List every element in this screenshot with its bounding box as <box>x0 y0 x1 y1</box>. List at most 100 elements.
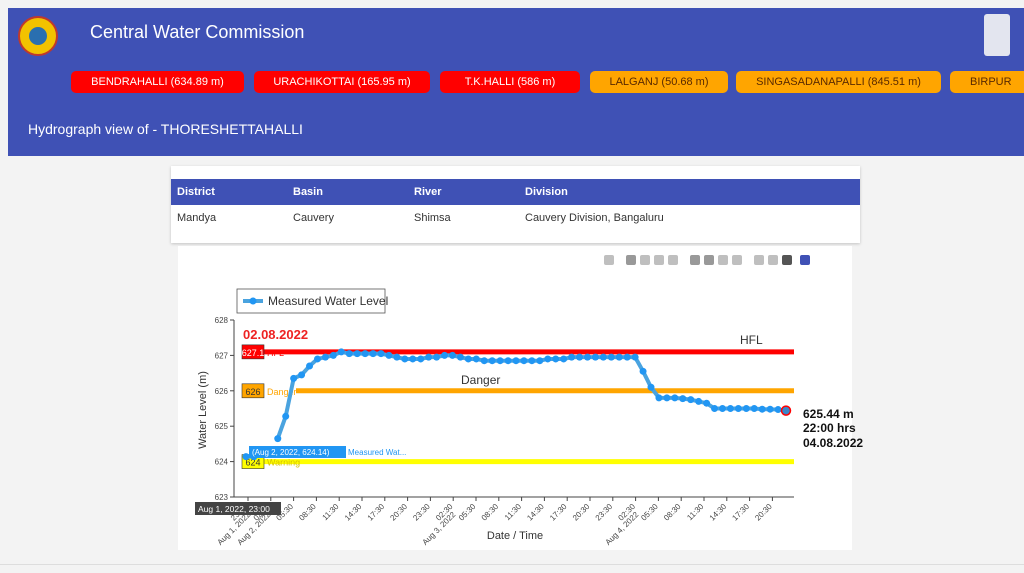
threshold-value-box <box>241 344 265 360</box>
data-point <box>313 355 321 363</box>
data-point <box>631 353 639 361</box>
hover-x-box <box>195 502 281 515</box>
data-point <box>409 355 417 363</box>
hydrograph-title: Hydrograph view of - THORESHETTAHALLI <box>28 121 303 137</box>
annotation-latest-value: 625.44 m <box>803 407 854 421</box>
x-tick-label: 17:30 <box>366 502 387 523</box>
data-point <box>345 350 353 358</box>
data-point <box>734 405 742 412</box>
zoom-icon[interactable] <box>626 255 636 265</box>
hover-point-box <box>249 446 346 458</box>
pan-icon[interactable] <box>640 255 650 265</box>
data-point <box>377 350 385 358</box>
x-tick-label: 17:30 <box>730 502 751 523</box>
cell-division: Cauvery Division, Bangaluru <box>525 212 664 224</box>
ticker-station-button[interactable]: URACHIKOTTAI (165.95 m) <box>254 71 430 93</box>
x-tick-label: 23:30 <box>411 502 432 523</box>
data-point <box>726 405 734 412</box>
data-point <box>274 435 282 443</box>
reset-axes-icon[interactable] <box>732 255 742 265</box>
data-point <box>401 355 409 363</box>
threshold-value-label: 627.1 <box>242 348 265 358</box>
data-point <box>488 357 496 365</box>
hover-series-text: Measured Wat... <box>348 448 406 457</box>
y-axis-title: Water Level (m) <box>197 371 209 449</box>
x-tick-label: 08:30 <box>662 502 683 523</box>
chart-modebar <box>604 253 854 269</box>
data-point <box>337 348 345 356</box>
data-point <box>568 353 576 361</box>
data-point <box>528 357 536 365</box>
zoom-in-icon[interactable] <box>690 255 700 265</box>
data-point <box>750 405 758 412</box>
data-point <box>679 395 687 403</box>
hover-x-text: Aug 1, 2022, 23:00 <box>198 504 270 514</box>
ticker-station-button[interactable]: LALGANJ (50.68 m) <box>590 71 728 93</box>
hover-closest-icon[interactable] <box>768 255 778 265</box>
y-tick-label: 625 <box>215 422 229 431</box>
data-point <box>780 405 792 416</box>
data-point <box>655 394 663 402</box>
data-point <box>695 397 703 405</box>
data-point <box>615 353 623 361</box>
legend-entry-label: Measured Water Level <box>268 294 388 308</box>
hover-compare-icon[interactable] <box>782 255 792 265</box>
data-point <box>464 355 472 363</box>
data-point <box>639 367 647 375</box>
data-point <box>718 405 726 412</box>
box-select-icon[interactable] <box>654 255 664 265</box>
data-point <box>607 353 615 361</box>
hydrograph-subheader: Hydrograph view of - THORESHETTAHALLI <box>8 104 1024 156</box>
ticker-station-button[interactable]: SINGASADANAPALLI (845.51 m) <box>736 71 941 93</box>
data-point <box>560 355 568 363</box>
data-point <box>385 351 393 359</box>
x-tick-label: 20:30 <box>753 502 774 523</box>
data-point <box>456 353 464 361</box>
x-tick-label: 05:30 <box>457 502 478 523</box>
y-tick-label: 623 <box>215 493 229 502</box>
app-header: Central Water Commission <box>8 8 1024 64</box>
data-point <box>369 350 377 358</box>
camera-icon[interactable] <box>604 255 614 265</box>
data-point <box>496 357 504 365</box>
x-tick-label: 20:30 <box>571 502 592 523</box>
header-district: District <box>177 186 215 198</box>
data-point <box>425 353 433 361</box>
x-tick-label: 08:30 <box>297 502 318 523</box>
autoscale-icon[interactable] <box>718 255 728 265</box>
ticker-station-button[interactable]: T.K.HALLI (586 m) <box>440 71 580 93</box>
cwc-logo <box>18 16 58 56</box>
y-tick-label: 626 <box>215 387 229 396</box>
data-point <box>433 353 441 361</box>
data-point <box>512 357 520 365</box>
header-basin: Basin <box>293 186 323 198</box>
ticker-station-button[interactable]: BIRPUR <box>950 71 1024 93</box>
lasso-select-icon[interactable] <box>668 255 678 265</box>
data-point <box>711 405 719 412</box>
header-division: Division <box>525 186 568 198</box>
data-point <box>306 362 314 370</box>
data-point <box>703 399 711 407</box>
x-tick-label: 14:30 <box>708 502 729 523</box>
data-point <box>663 394 671 402</box>
zoom-out-icon[interactable] <box>704 255 714 265</box>
data-point <box>599 353 607 361</box>
plotly-logo-icon[interactable] <box>800 255 810 265</box>
x-tick-label: 05:30 <box>639 502 660 523</box>
national-emblem-icon <box>984 14 1010 56</box>
x-tick-label: 11:30 <box>321 502 341 522</box>
threshold-value-box <box>241 383 265 399</box>
spike-lines-icon[interactable] <box>754 255 764 265</box>
x-tick-label: 14:30 <box>525 502 546 523</box>
data-point <box>472 355 480 363</box>
data-point <box>504 357 512 365</box>
series-line-measured-water-level <box>275 349 787 440</box>
data-point <box>361 350 369 358</box>
annotation-latest-date: 04.08.2022 <box>803 436 863 450</box>
data-point <box>552 355 560 363</box>
data-point <box>742 405 750 412</box>
ticker-station-button[interactable]: BENDRAHALLI (634.89 m) <box>71 71 244 93</box>
cell-basin: Cauvery <box>293 212 334 224</box>
x-tick-label: 08:30 <box>480 502 501 523</box>
